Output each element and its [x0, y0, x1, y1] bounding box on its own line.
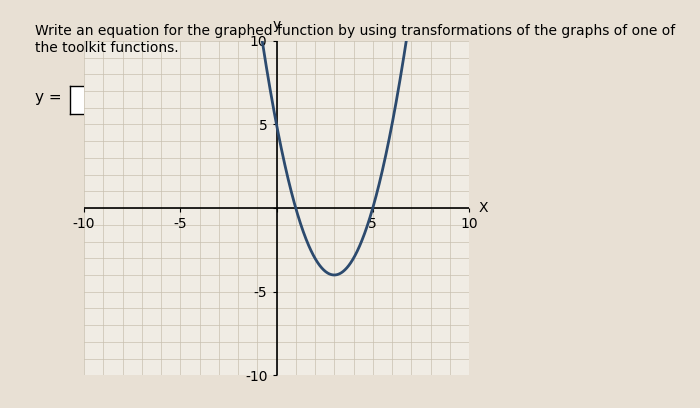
- Text: X: X: [479, 201, 488, 215]
- Text: Write an equation for the graphed function by using transformations of the graph: Write an equation for the graphed functi…: [35, 24, 676, 55]
- Text: y =: y =: [35, 90, 62, 105]
- Text: y: y: [272, 18, 281, 33]
